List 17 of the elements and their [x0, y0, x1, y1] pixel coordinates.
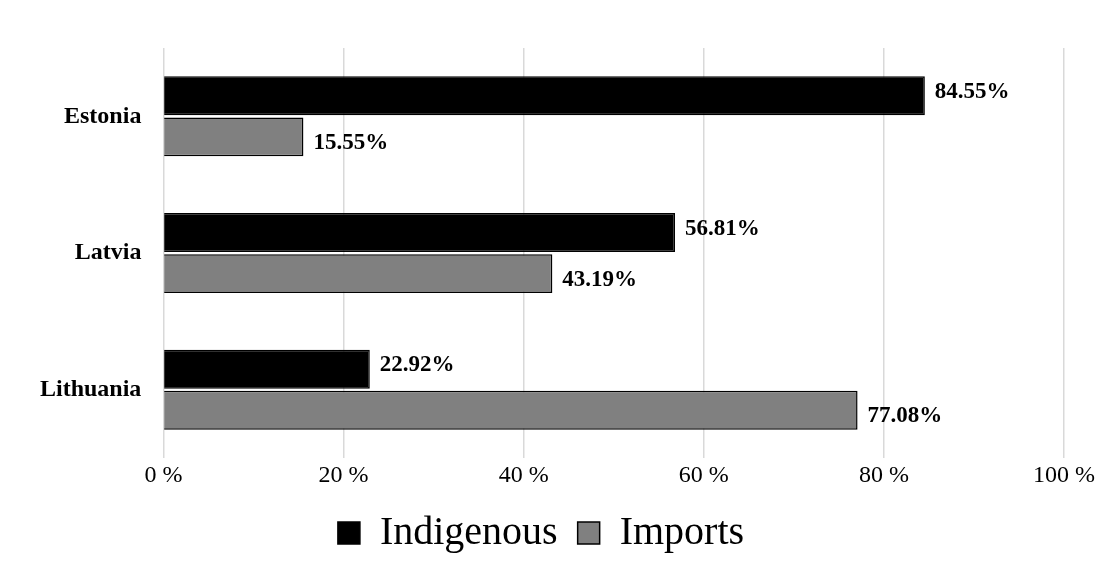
data-label: 15.55%	[313, 128, 389, 154]
x-tick-label: 60 %	[678, 460, 729, 487]
legend-label: Imports	[619, 507, 745, 553]
x-tick-label: 100 %	[1033, 460, 1095, 487]
y-tick-label: Lithuania	[39, 375, 142, 402]
data-label: 56.81%	[685, 214, 760, 240]
legend-label: Indigenous	[379, 507, 558, 553]
x-tick-label: 20 %	[318, 460, 369, 487]
x-tick-label: 40 %	[498, 460, 549, 487]
y-tick-label: Latvia	[74, 238, 142, 265]
x-tick-label: 0 %	[144, 460, 183, 487]
x-tick-label: 80 %	[858, 460, 909, 487]
data-label: 77.08%	[867, 402, 943, 428]
data-label: 84.55%	[934, 77, 1010, 103]
data-label: 43.19%	[562, 265, 638, 291]
y-tick-label: Estonia	[64, 101, 142, 128]
data-label: 22.92%	[379, 351, 455, 377]
